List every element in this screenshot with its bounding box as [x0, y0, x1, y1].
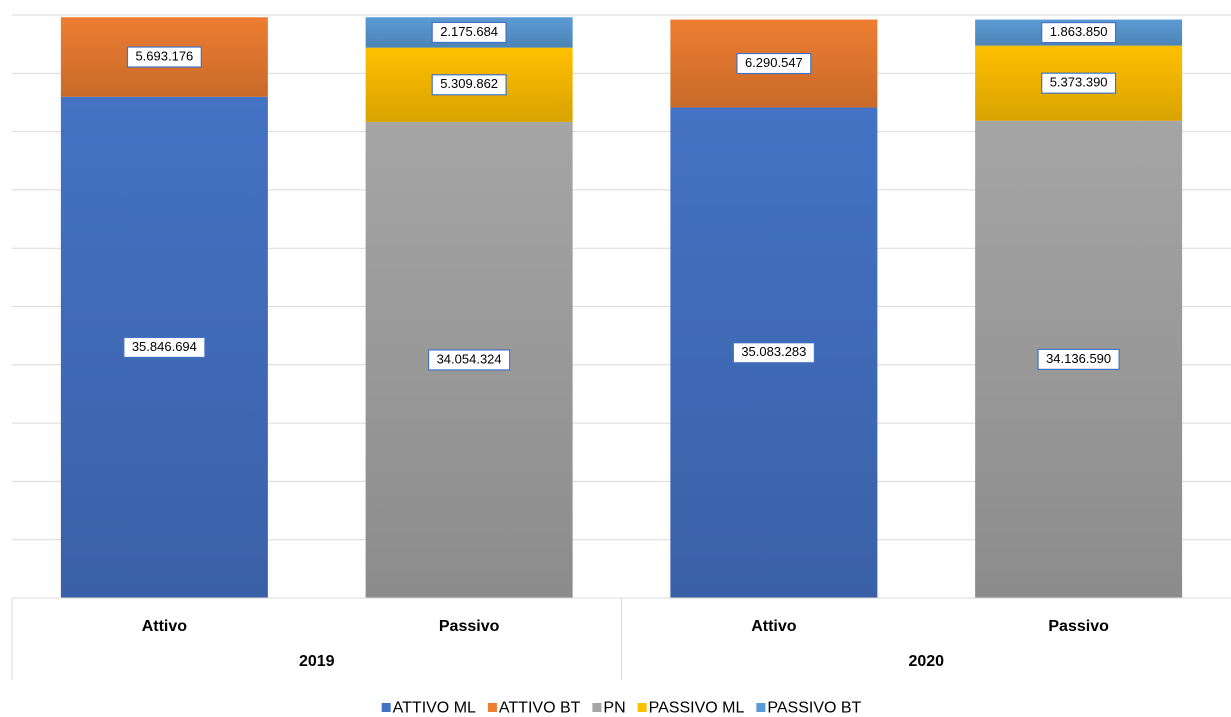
legend-label: PASSIVO ML — [649, 700, 745, 717]
group-label: 2020 — [908, 653, 944, 670]
data-label: 34.054.324 — [437, 351, 502, 366]
data-label-box — [431, 21, 507, 44]
legend-label: ATTIVO BT — [499, 700, 581, 717]
data-label: 2.175.684 — [440, 24, 498, 39]
legend-label: PN — [603, 700, 625, 717]
data-label: 34.136.590 — [1046, 351, 1111, 366]
data-label-box — [126, 46, 202, 68]
x-tick-label: Passivo — [1048, 618, 1109, 635]
legend-label: ATTIVO ML — [393, 700, 476, 717]
data-label-box — [736, 52, 812, 75]
data-label-box — [1041, 72, 1117, 94]
group-label: 2019 — [299, 653, 335, 670]
data-label-box — [431, 74, 507, 96]
legend-label: PASSIVO BT — [767, 700, 861, 717]
legend-swatch — [637, 703, 647, 712]
data-label: 6.290.547 — [745, 55, 803, 70]
x-tick-label: Passivo — [439, 618, 500, 635]
data-label: 35.083.283 — [741, 344, 806, 359]
data-label: 5.373.390 — [1050, 75, 1108, 90]
data-label-box — [732, 342, 816, 364]
data-label-box — [1037, 348, 1120, 370]
data-label-box — [1041, 21, 1117, 44]
data-label: 5.309.862 — [440, 76, 498, 91]
data-label: 1.863.850 — [1050, 24, 1108, 39]
legend-swatch — [381, 703, 391, 712]
legend-swatch — [756, 703, 766, 712]
x-tick-label: Attivo — [751, 618, 797, 635]
x-tick-label: Attivo — [142, 618, 188, 635]
data-label: 5.693.176 — [135, 48, 193, 63]
legend-swatch — [592, 703, 602, 712]
data-label: 35.846.694 — [132, 339, 197, 354]
data-label-box — [427, 349, 511, 371]
legend-swatch — [487, 703, 497, 712]
data-label-box — [123, 336, 206, 359]
